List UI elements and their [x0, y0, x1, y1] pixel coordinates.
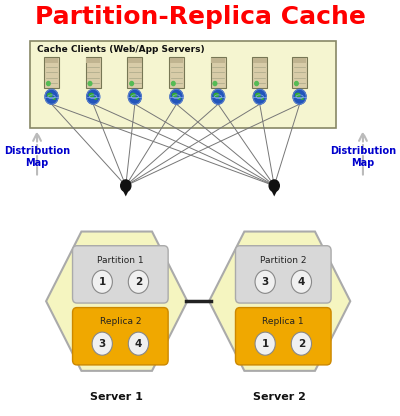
Circle shape [255, 270, 275, 293]
Circle shape [170, 89, 183, 104]
Circle shape [213, 82, 217, 86]
Circle shape [45, 89, 58, 104]
Text: 2: 2 [298, 339, 305, 349]
Circle shape [293, 89, 306, 104]
Circle shape [295, 82, 298, 86]
Text: Replica 1: Replica 1 [262, 317, 304, 327]
Text: Replica 2: Replica 2 [100, 317, 141, 327]
Ellipse shape [300, 97, 304, 100]
Circle shape [172, 82, 175, 86]
Circle shape [130, 82, 134, 86]
Circle shape [255, 332, 275, 355]
Text: 1: 1 [99, 277, 106, 287]
Circle shape [87, 89, 100, 104]
Polygon shape [271, 191, 277, 196]
Text: 4: 4 [298, 277, 305, 287]
Circle shape [291, 270, 312, 293]
Ellipse shape [213, 93, 219, 98]
FancyBboxPatch shape [86, 57, 101, 89]
FancyBboxPatch shape [30, 41, 336, 128]
Circle shape [46, 82, 50, 86]
Circle shape [128, 332, 148, 355]
FancyBboxPatch shape [236, 307, 331, 365]
FancyBboxPatch shape [236, 246, 331, 303]
Text: 3: 3 [99, 339, 106, 349]
Text: Server 1: Server 1 [90, 392, 143, 402]
Polygon shape [123, 191, 129, 196]
Text: 1: 1 [262, 339, 269, 349]
Circle shape [212, 89, 225, 104]
FancyBboxPatch shape [211, 58, 225, 62]
Circle shape [291, 332, 312, 355]
Ellipse shape [295, 93, 301, 98]
Ellipse shape [260, 97, 264, 100]
Ellipse shape [47, 93, 53, 98]
Ellipse shape [130, 93, 136, 98]
FancyBboxPatch shape [44, 57, 59, 89]
FancyBboxPatch shape [127, 57, 142, 89]
Ellipse shape [88, 93, 94, 98]
FancyBboxPatch shape [169, 57, 184, 89]
FancyBboxPatch shape [72, 307, 168, 365]
FancyBboxPatch shape [170, 58, 183, 62]
FancyBboxPatch shape [211, 57, 226, 89]
Circle shape [269, 180, 279, 191]
FancyBboxPatch shape [292, 57, 307, 89]
Circle shape [253, 89, 266, 104]
Circle shape [128, 270, 148, 293]
Text: Server 2: Server 2 [253, 392, 306, 402]
FancyBboxPatch shape [72, 246, 168, 303]
Circle shape [255, 82, 258, 86]
Polygon shape [46, 232, 187, 371]
Text: Partition-Replica Cache: Partition-Replica Cache [34, 5, 366, 29]
Circle shape [121, 180, 131, 191]
Text: Partition 1: Partition 1 [97, 255, 144, 265]
FancyBboxPatch shape [45, 58, 58, 62]
Text: Cache Clients (Web/App Servers): Cache Clients (Web/App Servers) [37, 45, 205, 54]
Ellipse shape [177, 97, 181, 100]
Ellipse shape [136, 97, 139, 100]
Text: 3: 3 [262, 277, 269, 287]
FancyBboxPatch shape [86, 58, 100, 62]
FancyBboxPatch shape [128, 58, 142, 62]
FancyBboxPatch shape [293, 58, 306, 62]
Text: 2: 2 [135, 277, 142, 287]
Circle shape [128, 89, 141, 104]
Ellipse shape [52, 97, 56, 100]
FancyBboxPatch shape [252, 57, 267, 89]
Circle shape [92, 270, 112, 293]
Ellipse shape [94, 97, 98, 100]
Circle shape [92, 332, 112, 355]
Text: Partition 2: Partition 2 [260, 255, 306, 265]
Ellipse shape [255, 93, 261, 98]
Text: 4: 4 [135, 339, 142, 349]
Polygon shape [209, 232, 350, 371]
Text: Distribution
Map: Distribution Map [4, 146, 70, 168]
FancyBboxPatch shape [253, 58, 266, 62]
Text: Distribution
Map: Distribution Map [330, 146, 396, 168]
Ellipse shape [219, 97, 222, 100]
Circle shape [88, 82, 92, 86]
Ellipse shape [172, 93, 178, 98]
